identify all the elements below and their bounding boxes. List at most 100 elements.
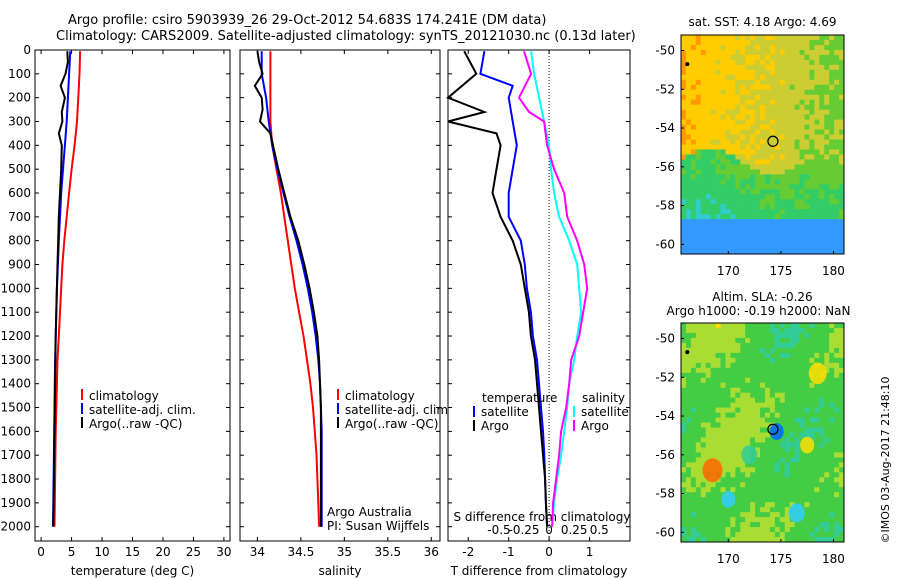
- map-cell: [685, 44, 692, 51]
- map-cell: [720, 527, 726, 533]
- map-cell: [730, 64, 736, 71]
- map-cell: [750, 532, 756, 538]
- map-cell: [824, 427, 830, 433]
- map-cell: [681, 532, 687, 538]
- map-subtitle: Argo h1000: -0.19 h2000: NaN: [667, 304, 851, 318]
- map-cell: [819, 482, 825, 488]
- map-cell: [794, 442, 800, 448]
- map-cell: [685, 412, 692, 418]
- map-cell: [690, 44, 697, 51]
- map-cell: [681, 327, 687, 334]
- map-cell: [755, 114, 761, 121]
- map-cell: [779, 104, 786, 111]
- map-cell: [690, 532, 697, 538]
- map-cell: [814, 184, 820, 190]
- map-cell: [819, 427, 825, 433]
- map-cell: [824, 199, 830, 205]
- top-tick-label: 0.25: [561, 523, 588, 537]
- map-cell: [725, 35, 731, 41]
- map-cell: [705, 522, 712, 528]
- map-cell: [720, 189, 726, 195]
- map-cell: [725, 362, 731, 369]
- map-cell: [690, 179, 697, 185]
- map-cell: [834, 332, 840, 339]
- map-cell: [755, 74, 761, 81]
- map-cell: [705, 154, 712, 160]
- map-cell: [685, 507, 692, 513]
- map-cell: [804, 362, 810, 369]
- map-cell: [685, 387, 692, 394]
- map-cell: [690, 452, 697, 458]
- map-cell: [809, 159, 815, 165]
- map-cell: [779, 492, 786, 498]
- map-cell: [720, 402, 726, 409]
- map-cell: [784, 114, 791, 121]
- map-cell: [804, 382, 810, 389]
- map-cell: [720, 214, 726, 220]
- map-cell: [819, 234, 825, 240]
- map-cell: [834, 134, 840, 140]
- map-cell: [730, 382, 736, 389]
- map-cell: [695, 169, 702, 175]
- map-cell: [750, 432, 756, 438]
- map-cell: [755, 462, 761, 468]
- map-cell: [730, 39, 736, 46]
- map-cell: [784, 84, 791, 91]
- map-cell: [750, 347, 756, 354]
- map-cell: [794, 184, 800, 190]
- map-cell: [720, 134, 726, 140]
- map-cell: [829, 114, 835, 121]
- map-cell: [755, 249, 761, 255]
- map-cell: [695, 532, 702, 538]
- map-cell: [700, 382, 707, 389]
- map-cell: [829, 367, 835, 374]
- map-cell: [710, 69, 716, 76]
- map-cell: [829, 342, 835, 349]
- map-cell: [829, 417, 835, 423]
- map-cell: [819, 174, 825, 180]
- map-cell: [804, 69, 810, 76]
- map-cell: [839, 537, 845, 543]
- map-cell: [755, 94, 761, 101]
- map-cell: [690, 49, 697, 56]
- map-cell: [819, 249, 825, 255]
- map-cell: [814, 507, 820, 513]
- map-cell: [819, 497, 825, 503]
- map-cell: [720, 437, 726, 443]
- map-cell: [769, 377, 776, 384]
- map-cell: [720, 204, 726, 210]
- map-cell: [740, 527, 746, 533]
- map-cell: [804, 372, 810, 379]
- map-cell: [725, 169, 731, 175]
- map-cell: [829, 522, 835, 528]
- map-cell: [715, 35, 721, 41]
- map-cell: [794, 189, 800, 195]
- map-cell: [829, 437, 835, 443]
- map-cell: [710, 249, 716, 255]
- map-cell: [769, 367, 776, 374]
- map-cell: [829, 482, 835, 488]
- map-cell: [755, 89, 761, 96]
- map-cell: [769, 144, 776, 150]
- map-cell: [824, 124, 830, 130]
- map-cell: [755, 532, 761, 538]
- map-cell: [784, 497, 791, 503]
- map-cell: [834, 482, 840, 488]
- map-cell: [839, 377, 845, 384]
- map-cell: [789, 184, 796, 190]
- map-cell: [799, 342, 805, 349]
- map-cell: [814, 323, 820, 329]
- map-cell: [720, 352, 726, 359]
- map-cell: [725, 412, 731, 418]
- map-cell: [705, 104, 712, 111]
- map-cell: [715, 372, 721, 379]
- map-cell: [720, 179, 726, 185]
- map-cell: [829, 219, 835, 225]
- map-cell: [760, 199, 766, 205]
- map-cell: [681, 49, 687, 56]
- map-cell: [784, 139, 791, 145]
- map-cell: [745, 437, 751, 443]
- map-cell: [834, 79, 840, 86]
- y-tick-label: 1500: [0, 401, 31, 415]
- map-cell: [685, 332, 692, 339]
